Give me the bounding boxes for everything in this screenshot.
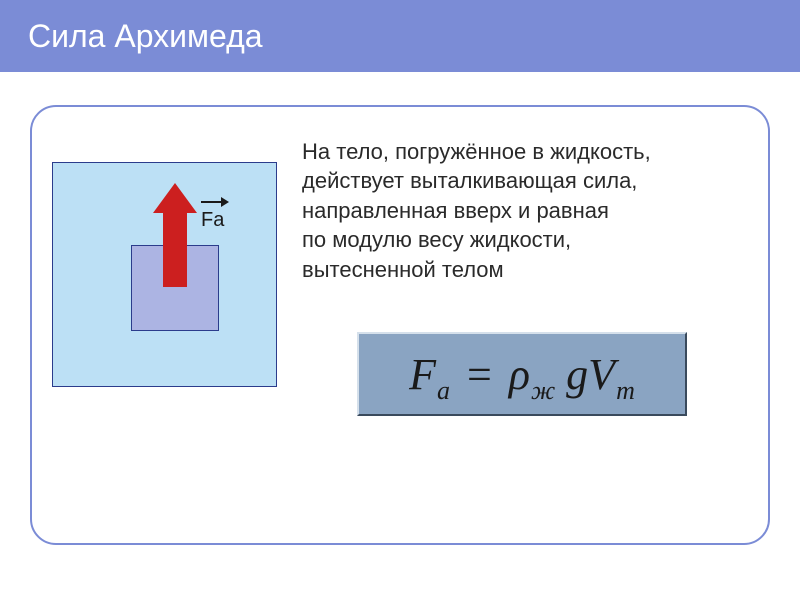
- formula-equals: =: [461, 350, 498, 399]
- text-line: вытесненной телом: [302, 255, 742, 284]
- archimedes-formula: Fa = ρж gVт: [409, 349, 635, 400]
- formula-box: Fa = ρж gVт: [357, 332, 687, 416]
- force-arrow-shaft: [163, 207, 187, 287]
- buoyancy-illustration: Fa: [52, 162, 277, 387]
- text-line: по модулю весу жидкости,: [302, 225, 742, 254]
- formula-rho: ρ: [509, 350, 530, 399]
- formula-F: F: [409, 350, 436, 399]
- vector-arrow-icon: [201, 197, 229, 207]
- formula-g: g: [566, 350, 588, 399]
- title-underline: [0, 69, 800, 72]
- text-line: действует выталкивающая сила,: [302, 166, 742, 195]
- slide-title: Сила Архимеда: [0, 0, 800, 69]
- force-vector-label: Fa: [201, 209, 224, 232]
- formula-rho-sub: ж: [530, 376, 555, 405]
- formula-V-sub: т: [615, 376, 635, 405]
- definition-text: На тело, погружённое в жидкость, действу…: [302, 137, 742, 284]
- text-line: направленная вверх и равная: [302, 196, 742, 225]
- text-line: На тело, погружённое в жидкость,: [302, 137, 742, 166]
- formula-F-sub: a: [436, 376, 450, 405]
- content-frame: Fa На тело, погружённое в жидкость, дейс…: [30, 105, 770, 545]
- slide-title-text: Сила Архимеда: [28, 18, 263, 54]
- force-arrow-head: [153, 183, 197, 213]
- formula-V: V: [588, 350, 615, 399]
